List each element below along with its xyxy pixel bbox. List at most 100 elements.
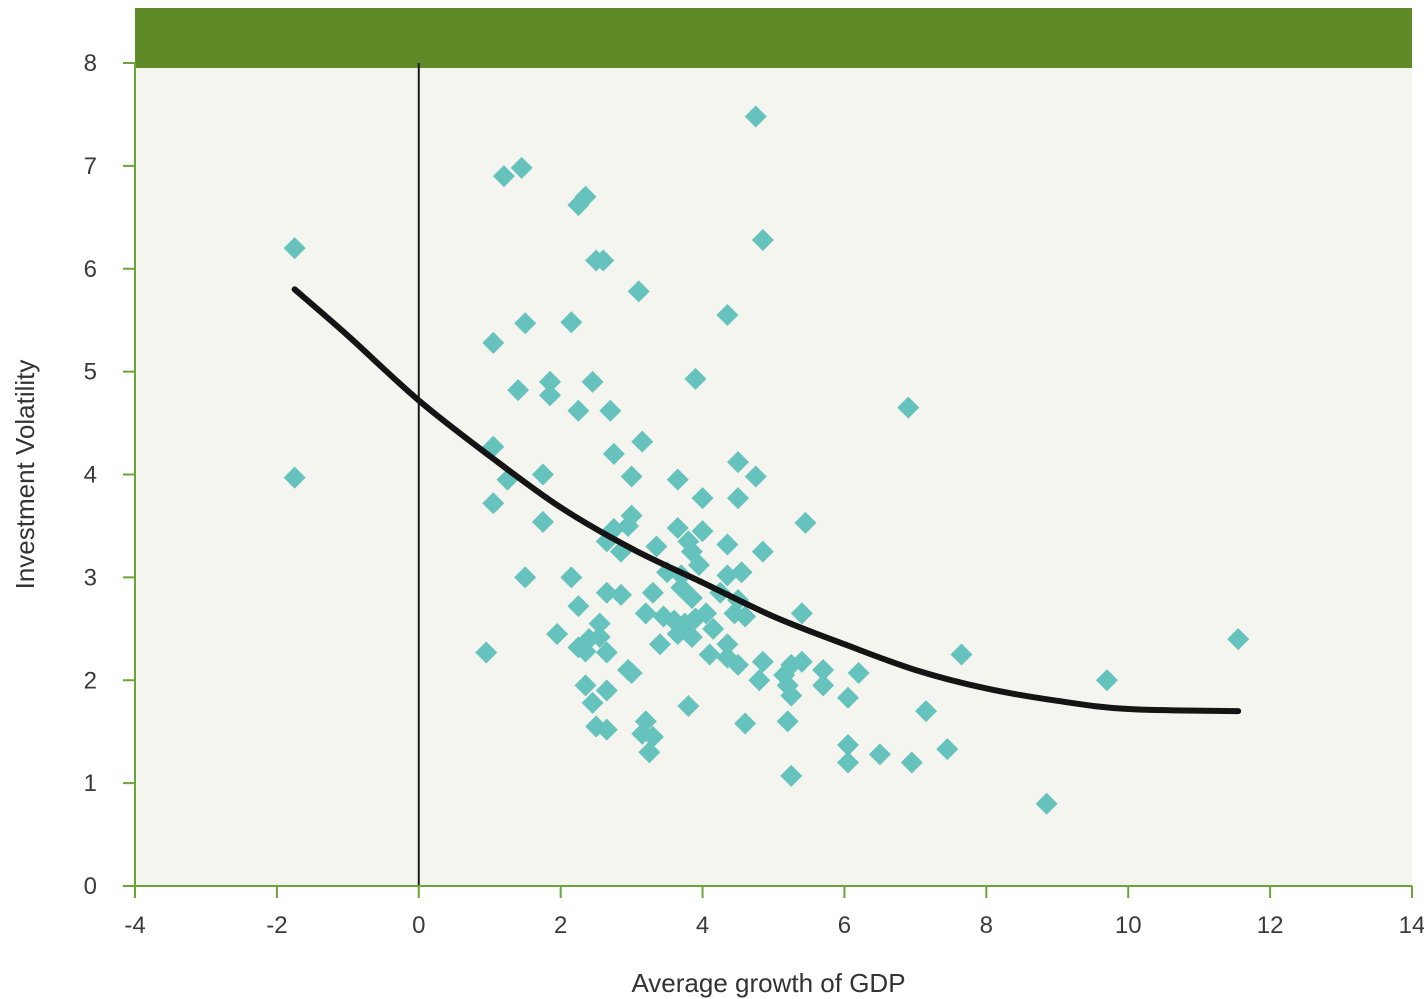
data-point [776,710,799,733]
data-point [716,564,739,587]
data-point [794,511,817,534]
data-point [748,669,771,692]
data-point [698,643,721,666]
plot-background [135,8,1412,886]
y-tick-label: 1 [84,770,97,797]
data-point [702,617,725,640]
data-point [648,633,671,656]
data-point [531,510,554,533]
data-point [691,520,714,543]
data-point [645,535,668,558]
data-point [560,311,583,334]
data-point [475,641,498,664]
data-point [539,384,562,407]
data-point [936,738,959,761]
data-point [595,718,618,741]
data-point [836,686,859,709]
y-axis-label: Investment Volatility [10,360,40,590]
data-point [727,487,750,510]
data-point [730,561,753,584]
data-point [641,581,664,604]
data-point [531,463,554,486]
data-point [716,304,739,327]
data-point [677,694,700,717]
data-point [680,626,703,649]
data-point [780,684,803,707]
data-point [727,653,750,676]
data-point [812,674,835,697]
data-point [684,367,707,390]
data-point [567,399,590,422]
data-point [1095,669,1118,692]
y-tick-label: 2 [84,667,97,694]
trend-curve [291,286,1242,715]
data-point [734,712,757,735]
data-point [574,185,597,208]
x-tick-label: 2 [554,912,567,939]
data-point [915,700,938,723]
data-point [666,516,689,539]
y-tick-label: 3 [84,564,97,591]
data-point [482,492,505,515]
data-point [567,595,590,618]
data-point [847,662,870,685]
data-point [588,626,611,649]
data-point [560,566,583,589]
y-tick-label: 0 [84,873,97,900]
data-point [574,640,597,663]
x-tick-label: -2 [266,912,287,939]
data-point [546,622,569,645]
data-point [780,764,803,787]
data-points [283,105,1250,815]
data-point [751,650,774,673]
data-point [609,583,632,606]
data-point [868,743,891,766]
data-point [751,228,774,251]
data-point [666,468,689,491]
data-point [691,487,714,510]
x-tick-label: 0 [412,912,425,939]
y-tick-label: 6 [84,256,97,283]
data-point [695,602,718,625]
y-tick-label: 8 [84,50,97,77]
data-point [666,622,689,645]
data-point [641,725,664,748]
data-point [595,641,618,664]
data-point [283,237,306,260]
y-tick-label: 4 [84,462,97,489]
data-point [680,586,703,609]
data-point [507,379,530,402]
x-tick-label: 8 [980,912,993,939]
x-axis-ticks: -4 -2 0 2 4 6 8 10 12 14 [124,886,1424,939]
plot-header-band [135,8,1412,68]
x-tick-label: 10 [1115,912,1142,939]
data-point [602,442,625,465]
data-point [581,691,604,714]
data-point [716,533,739,556]
data-point [734,605,757,628]
data-point [688,554,711,577]
data-point [592,249,615,272]
data-point [492,165,515,188]
data-point [482,331,505,354]
data-point [638,741,661,764]
data-point [627,280,650,303]
data-point [836,751,859,774]
data-point [836,734,859,757]
data-point [900,751,923,774]
data-point [1227,628,1250,651]
data-point [620,465,643,488]
y-tick-label: 7 [84,153,97,180]
data-point [727,451,750,474]
x-tick-label: -4 [124,912,145,939]
data-point [581,370,604,393]
x-tick-label: 6 [838,912,851,939]
data-point [514,312,537,335]
data-point [283,466,306,489]
y-tick-label: 5 [84,359,97,386]
data-point [751,540,774,563]
data-point [574,674,597,697]
data-point [599,399,622,422]
y-axis-ticks: 0 1 2 3 4 5 6 7 8 [84,50,135,900]
